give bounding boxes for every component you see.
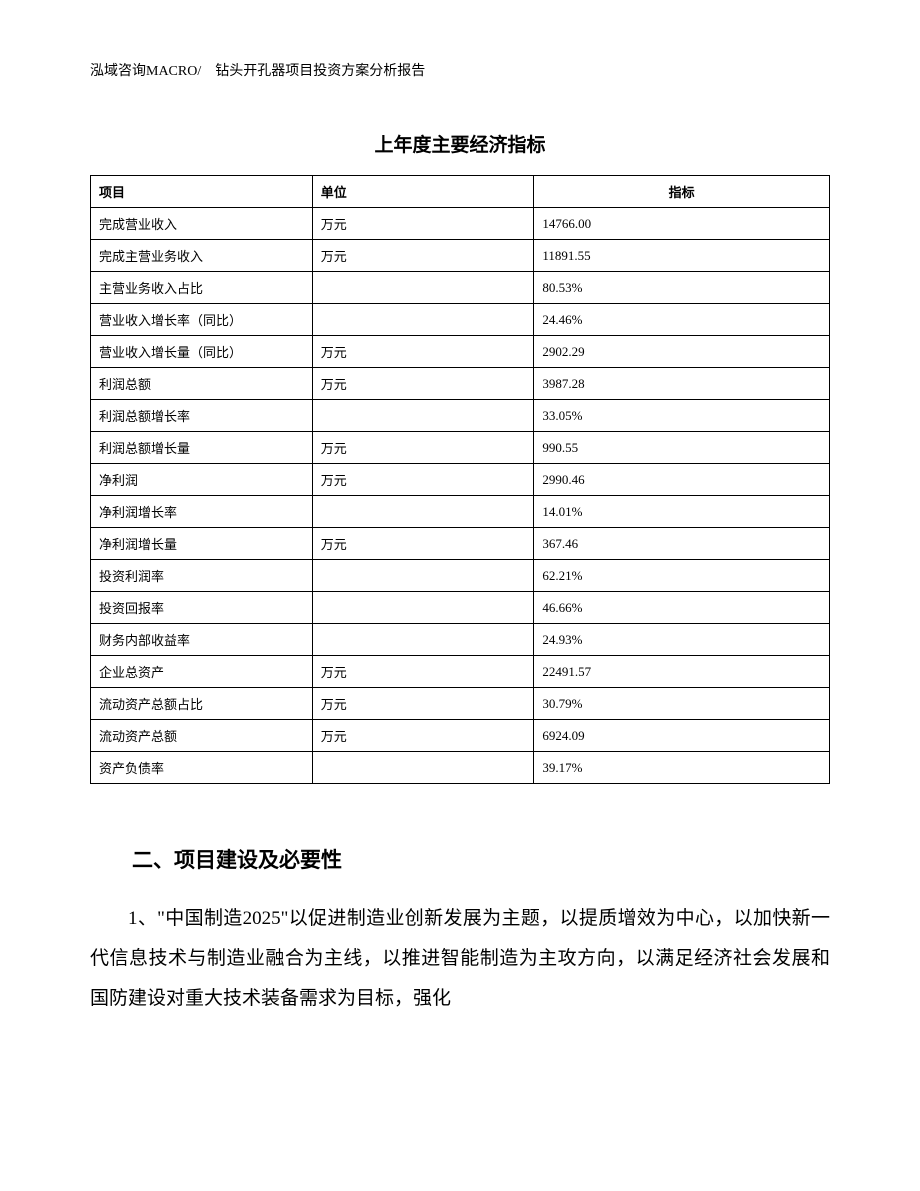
cell-item: 利润总额增长量	[91, 432, 313, 464]
col-header-item: 项目	[91, 176, 313, 208]
cell-item: 企业总资产	[91, 656, 313, 688]
cell-unit	[312, 400, 534, 432]
cell-unit	[312, 624, 534, 656]
cell-unit: 万元	[312, 368, 534, 400]
body-paragraph: 1、"中国制造2025"以促进制造业创新发展为主题，以提质增效为中心，以加快新一…	[90, 899, 830, 1019]
table-row: 完成营业收入万元14766.00	[91, 208, 830, 240]
cell-value: 80.53%	[534, 272, 830, 304]
cell-value: 62.21%	[534, 560, 830, 592]
cell-unit: 万元	[312, 240, 534, 272]
cell-unit: 万元	[312, 688, 534, 720]
economic-indicators-table: 项目 单位 指标 完成营业收入万元14766.00 完成主营业务收入万元1189…	[90, 175, 830, 784]
cell-item: 营业收入增长量（同比）	[91, 336, 313, 368]
cell-item: 完成营业收入	[91, 208, 313, 240]
cell-item: 营业收入增长率（同比）	[91, 304, 313, 336]
table-body: 完成营业收入万元14766.00 完成主营业务收入万元11891.55 主营业务…	[91, 208, 830, 784]
cell-unit	[312, 592, 534, 624]
cell-item: 净利润增长率	[91, 496, 313, 528]
cell-value: 990.55	[534, 432, 830, 464]
cell-item: 流动资产总额占比	[91, 688, 313, 720]
cell-value: 14.01%	[534, 496, 830, 528]
col-header-indicator: 指标	[534, 176, 830, 208]
page-header: 泓域咨询MACRO/ 钻头开孔器项目投资方案分析报告	[90, 60, 830, 80]
cell-value: 6924.09	[534, 720, 830, 752]
cell-item: 利润总额增长率	[91, 400, 313, 432]
cell-unit: 万元	[312, 336, 534, 368]
cell-value: 46.66%	[534, 592, 830, 624]
cell-item: 完成主营业务收入	[91, 240, 313, 272]
cell-unit: 万元	[312, 208, 534, 240]
cell-value: 39.17%	[534, 752, 830, 784]
cell-unit: 万元	[312, 656, 534, 688]
section-heading: 二、项目建设及必要性	[90, 844, 830, 874]
cell-item: 流动资产总额	[91, 720, 313, 752]
table-row: 净利润增长量万元367.46	[91, 528, 830, 560]
table-row: 净利润万元2990.46	[91, 464, 830, 496]
cell-item: 资产负债率	[91, 752, 313, 784]
cell-unit	[312, 496, 534, 528]
cell-value: 30.79%	[534, 688, 830, 720]
cell-value: 24.93%	[534, 624, 830, 656]
table-row: 净利润增长率 14.01%	[91, 496, 830, 528]
cell-unit	[312, 304, 534, 336]
cell-unit	[312, 560, 534, 592]
table-row: 利润总额增长量万元990.55	[91, 432, 830, 464]
table-title: 上年度主要经济指标	[90, 130, 830, 157]
cell-value: 33.05%	[534, 400, 830, 432]
table-row: 财务内部收益率 24.93%	[91, 624, 830, 656]
cell-value: 3987.28	[534, 368, 830, 400]
cell-item: 净利润增长量	[91, 528, 313, 560]
cell-item: 净利润	[91, 464, 313, 496]
cell-unit: 万元	[312, 464, 534, 496]
cell-value: 24.46%	[534, 304, 830, 336]
table-row: 完成主营业务收入万元11891.55	[91, 240, 830, 272]
cell-unit	[312, 752, 534, 784]
cell-unit: 万元	[312, 432, 534, 464]
table-row: 利润总额万元3987.28	[91, 368, 830, 400]
table-row: 投资利润率 62.21%	[91, 560, 830, 592]
cell-value: 2990.46	[534, 464, 830, 496]
table-row: 营业收入增长率（同比） 24.46%	[91, 304, 830, 336]
table-row: 营业收入增长量（同比）万元2902.29	[91, 336, 830, 368]
table-header-row: 项目 单位 指标	[91, 176, 830, 208]
table-row: 资产负债率 39.17%	[91, 752, 830, 784]
cell-item: 财务内部收益率	[91, 624, 313, 656]
cell-value: 14766.00	[534, 208, 830, 240]
table-row: 流动资产总额占比万元30.79%	[91, 688, 830, 720]
cell-item: 投资回报率	[91, 592, 313, 624]
cell-value: 2902.29	[534, 336, 830, 368]
cell-value: 367.46	[534, 528, 830, 560]
cell-unit: 万元	[312, 720, 534, 752]
table-row: 主营业务收入占比 80.53%	[91, 272, 830, 304]
cell-unit: 万元	[312, 528, 534, 560]
cell-item: 投资利润率	[91, 560, 313, 592]
cell-value: 11891.55	[534, 240, 830, 272]
cell-item: 主营业务收入占比	[91, 272, 313, 304]
col-header-unit: 单位	[312, 176, 534, 208]
table-row: 企业总资产万元22491.57	[91, 656, 830, 688]
cell-unit	[312, 272, 534, 304]
table-row: 流动资产总额万元6924.09	[91, 720, 830, 752]
cell-item: 利润总额	[91, 368, 313, 400]
cell-value: 22491.57	[534, 656, 830, 688]
table-row: 投资回报率 46.66%	[91, 592, 830, 624]
table-row: 利润总额增长率 33.05%	[91, 400, 830, 432]
